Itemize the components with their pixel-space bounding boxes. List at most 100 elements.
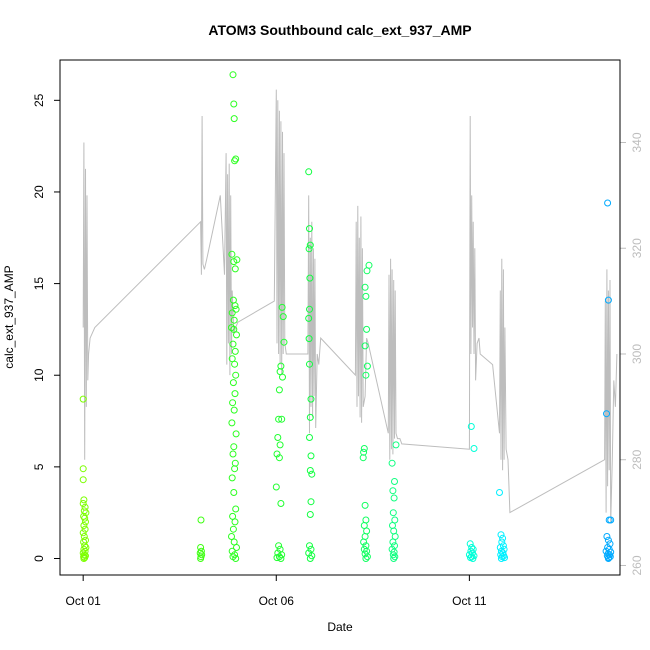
data-point	[274, 434, 282, 441]
data-point	[231, 302, 239, 310]
data-point	[469, 545, 477, 553]
data-point	[496, 489, 503, 496]
data-point	[80, 555, 88, 562]
x-tick-label: Oct 11	[452, 594, 487, 608]
data-point	[273, 554, 281, 562]
data-point	[361, 283, 369, 291]
data-point	[362, 555, 370, 562]
y-tick-label: 10	[32, 368, 46, 382]
data-point	[305, 168, 313, 176]
data-point	[392, 441, 400, 449]
data-point	[360, 545, 368, 553]
data-point	[276, 441, 284, 449]
data-point	[604, 555, 612, 562]
data-point	[275, 454, 283, 462]
data-point	[233, 331, 240, 339]
data-point	[228, 419, 236, 427]
data-point	[228, 533, 235, 540]
data-point	[81, 525, 89, 533]
data-point	[81, 514, 89, 522]
x-axis-label: Date	[327, 620, 353, 634]
data-point	[229, 340, 237, 348]
secondary-tick-label: 280	[630, 449, 644, 469]
data-point	[80, 496, 88, 504]
data-point	[501, 554, 508, 562]
data-point	[273, 450, 281, 458]
data-point	[230, 115, 238, 123]
data-point	[230, 443, 238, 451]
data-point	[232, 430, 240, 438]
data-point	[278, 415, 286, 423]
data-point	[606, 553, 614, 561]
data-point	[79, 500, 87, 507]
data-point	[390, 555, 398, 562]
data-point	[469, 555, 477, 562]
data-point	[305, 335, 313, 343]
data-point	[280, 338, 288, 346]
y-tick-label: 5	[32, 463, 46, 470]
secondary-series-layer	[82, 89, 618, 524]
data-point	[306, 305, 313, 313]
data-point	[228, 309, 236, 317]
data-point	[363, 267, 371, 275]
data-point	[231, 347, 239, 355]
data-point	[81, 554, 89, 562]
points-layer	[79, 71, 615, 562]
data-point	[389, 509, 397, 517]
data-point	[305, 314, 313, 322]
x-tick-label: Oct 01	[65, 594, 101, 608]
data-point	[362, 292, 370, 300]
data-point	[363, 325, 371, 333]
data-point	[230, 325, 238, 333]
data-point	[361, 342, 369, 350]
data-point	[468, 553, 476, 561]
data-point	[231, 551, 239, 559]
data-point	[79, 476, 87, 484]
data-point	[499, 534, 507, 542]
data-point	[79, 465, 87, 473]
data-point	[230, 489, 238, 496]
data-point	[496, 544, 504, 551]
data-point	[466, 540, 474, 548]
data-point	[360, 445, 368, 452]
y-tick-label: 0	[32, 555, 46, 562]
data-point	[306, 555, 314, 562]
data-point	[306, 511, 314, 518]
data-point	[232, 305, 240, 313]
data-point	[359, 454, 367, 462]
data-point	[229, 379, 237, 387]
data-point	[279, 313, 287, 321]
data-point	[231, 360, 239, 368]
data-point	[230, 316, 238, 324]
data-point	[604, 296, 612, 304]
data-point	[362, 371, 370, 379]
data-point	[231, 157, 239, 165]
data-point	[603, 533, 611, 540]
data-point	[197, 516, 205, 524]
secondary-tick-label: 260	[630, 555, 644, 575]
y-tick-label: 15	[32, 277, 46, 291]
data-point	[305, 245, 313, 253]
data-point	[231, 518, 239, 526]
data-point	[272, 483, 280, 491]
data-point	[230, 100, 238, 108]
chart-title: ATOM3 Southbound calc_ext_937_AMP	[208, 22, 471, 38]
data-point	[228, 474, 236, 482]
data-point	[307, 452, 315, 460]
data-point	[233, 256, 241, 264]
data-point	[279, 373, 286, 381]
data-point	[228, 250, 236, 258]
data-point	[497, 531, 505, 539]
data-point	[467, 423, 475, 430]
data-point	[307, 395, 315, 403]
data-point	[390, 494, 398, 502]
data-point	[79, 529, 87, 537]
data-point	[306, 434, 313, 441]
data-point	[274, 549, 282, 557]
data-point	[82, 518, 89, 526]
data-point	[391, 478, 398, 485]
data-point	[389, 487, 397, 495]
secondary-tick-label: 300	[630, 344, 644, 364]
data-point	[277, 555, 285, 562]
